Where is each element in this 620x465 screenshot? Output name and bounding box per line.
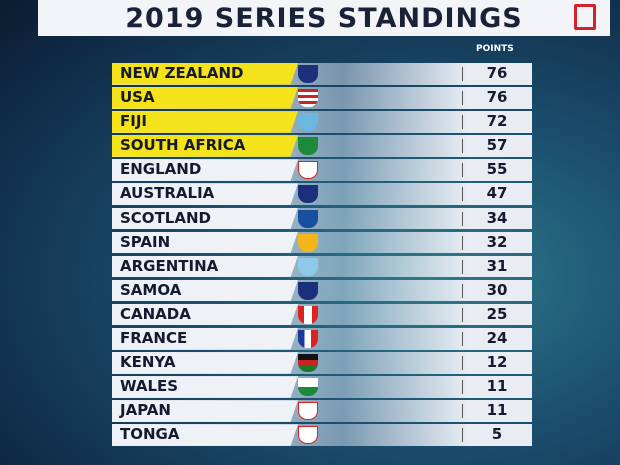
divider bbox=[462, 332, 463, 347]
standing-row: USA 76 bbox=[112, 87, 532, 109]
team-points: 5 bbox=[491, 425, 503, 444]
team-points: 47 bbox=[486, 184, 508, 203]
team-name: ARGENTINA bbox=[112, 255, 298, 278]
divider bbox=[462, 235, 463, 250]
team-name: SPAIN bbox=[112, 231, 298, 254]
team-name: TONGA bbox=[112, 424, 298, 446]
divider bbox=[462, 356, 463, 371]
standing-row: ARGENTINA 31 bbox=[112, 255, 532, 278]
team-name: SAMOA bbox=[112, 279, 298, 302]
team-name: JAPAN bbox=[112, 400, 298, 422]
team-name: ENGLAND bbox=[112, 159, 298, 181]
team-points: 72 bbox=[486, 112, 508, 131]
divider bbox=[462, 259, 463, 274]
team-flag bbox=[298, 426, 318, 445]
standing-row: SAMOA 30 bbox=[112, 279, 532, 302]
divider bbox=[462, 380, 463, 395]
standings-table: NEW ZEALAND 76 USA 76 FIJI 72 SOUTH AFRICA 57 EN… bbox=[112, 63, 532, 449]
team-name: AUSTRALIA bbox=[112, 183, 298, 205]
divider bbox=[462, 187, 463, 202]
team-flag bbox=[298, 233, 318, 252]
standing-row: SCOTLAND 34 bbox=[112, 207, 532, 230]
divider bbox=[462, 211, 463, 226]
team-flag bbox=[298, 402, 318, 421]
standing-row: TONGA 5 bbox=[112, 424, 532, 446]
logo bbox=[574, 4, 596, 30]
team-points: 32 bbox=[486, 232, 508, 251]
team-name: WALES bbox=[112, 376, 298, 398]
team-name: NEW ZEALAND bbox=[112, 63, 298, 85]
team-flag bbox=[298, 330, 318, 349]
divider bbox=[462, 283, 463, 298]
team-points: 30 bbox=[486, 280, 508, 299]
divider bbox=[462, 163, 463, 178]
divider bbox=[462, 91, 463, 106]
team-points: 31 bbox=[486, 256, 508, 275]
standing-row: NEW ZEALAND 76 bbox=[112, 63, 532, 85]
team-flag bbox=[298, 305, 318, 324]
team-points: 76 bbox=[486, 64, 508, 82]
team-points: 11 bbox=[486, 401, 508, 420]
team-flag bbox=[298, 378, 318, 397]
standing-row: AUSTRALIA 47 bbox=[112, 183, 532, 205]
title-bar: 2019 SERIES STANDINGS bbox=[38, 0, 610, 36]
team-flag bbox=[298, 185, 318, 204]
team-points: 12 bbox=[486, 353, 508, 372]
team-name: KENYA bbox=[112, 352, 298, 374]
standing-row: KENYA 12 bbox=[112, 352, 532, 374]
title: 2019 SERIES STANDINGS bbox=[125, 2, 523, 34]
team-name: USA bbox=[112, 87, 298, 109]
team-flag bbox=[298, 257, 318, 276]
standing-row: FRANCE 24 bbox=[112, 328, 532, 350]
team-flag bbox=[298, 209, 318, 228]
divider bbox=[462, 67, 463, 81]
standing-row: JAPAN 11 bbox=[112, 400, 532, 422]
divider bbox=[462, 404, 463, 419]
points-header: POINTS bbox=[476, 44, 514, 54]
standing-row: FIJI 72 bbox=[112, 111, 532, 133]
team-points: 24 bbox=[486, 329, 508, 348]
team-points: 55 bbox=[486, 160, 508, 179]
team-flag bbox=[298, 354, 318, 373]
team-points: 25 bbox=[486, 304, 508, 323]
standing-row: ENGLAND 55 bbox=[112, 159, 532, 181]
team-flag bbox=[298, 281, 318, 300]
divider bbox=[462, 428, 463, 443]
divider bbox=[462, 307, 463, 322]
standing-row: SPAIN 32 bbox=[112, 231, 532, 254]
divider bbox=[462, 115, 463, 130]
team-flag bbox=[298, 113, 318, 132]
standing-row: CANADA 25 bbox=[112, 303, 532, 326]
team-points: 34 bbox=[486, 208, 508, 227]
divider bbox=[462, 139, 463, 154]
team-name: SOUTH AFRICA bbox=[112, 135, 298, 157]
standing-row: SOUTH AFRICA 57 bbox=[112, 135, 532, 157]
team-flag bbox=[298, 89, 318, 108]
standing-row: WALES 11 bbox=[112, 376, 532, 398]
team-flag bbox=[298, 161, 318, 180]
team-name: FIJI bbox=[112, 111, 298, 133]
team-name: FRANCE bbox=[112, 328, 298, 350]
team-points: 57 bbox=[486, 136, 508, 155]
team-name: CANADA bbox=[112, 303, 298, 326]
team-name: SCOTLAND bbox=[112, 207, 298, 230]
team-flag bbox=[298, 65, 318, 83]
team-points: 76 bbox=[486, 88, 508, 107]
team-flag bbox=[298, 137, 318, 156]
team-points: 11 bbox=[486, 377, 508, 396]
